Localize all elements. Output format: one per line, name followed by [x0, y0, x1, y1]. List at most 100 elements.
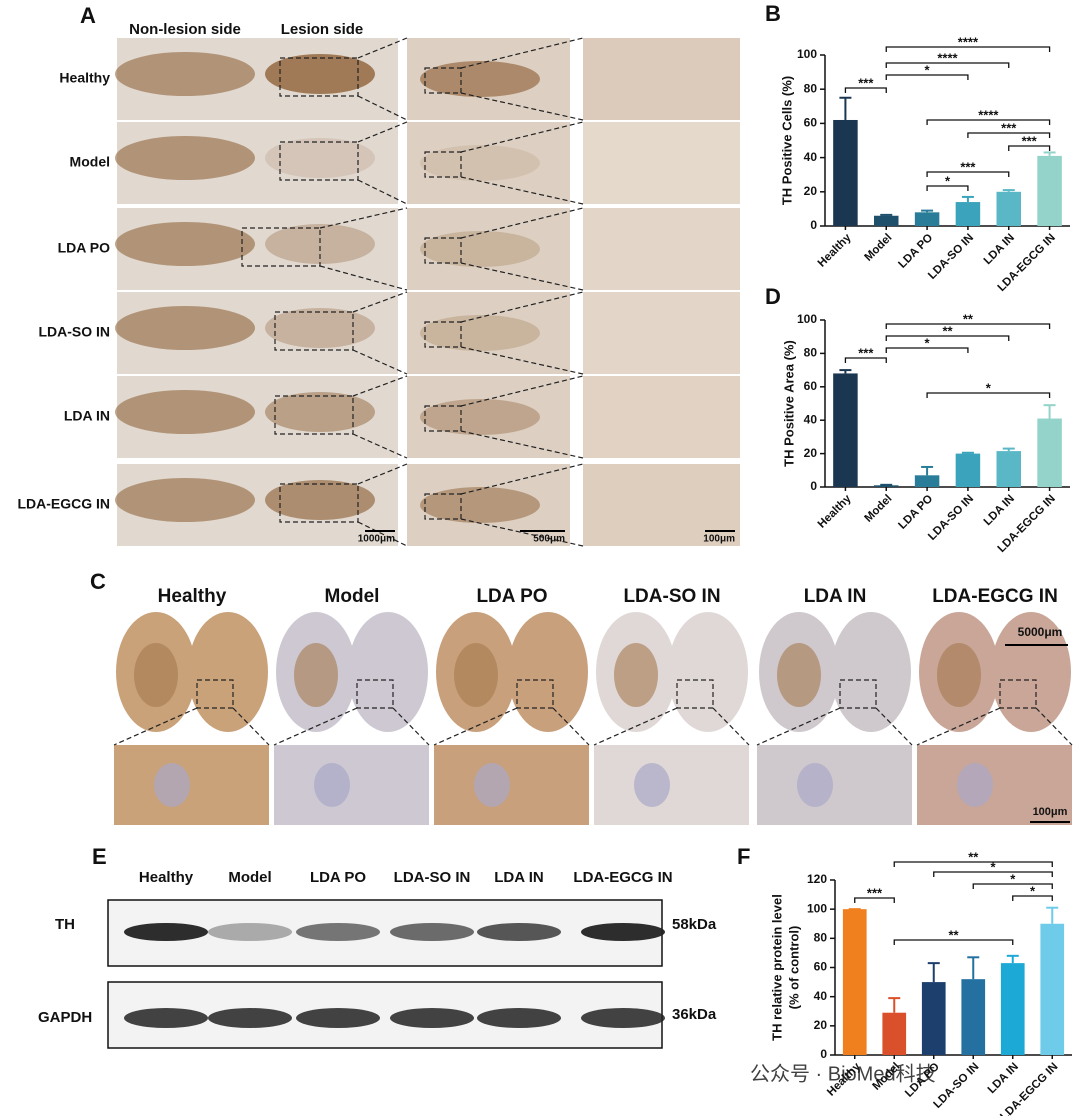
- row-label: LDA-EGCG IN: [17, 496, 110, 512]
- significance-bracket: [885, 323, 1051, 329]
- striatum: [294, 643, 338, 707]
- scale-label: 5000μm: [1018, 625, 1063, 639]
- band: [581, 1008, 665, 1028]
- band: [296, 1008, 380, 1028]
- zoom-line: [756, 707, 841, 746]
- stain: [265, 392, 375, 432]
- band: [477, 1008, 561, 1028]
- y-tick-label: 40: [804, 150, 818, 164]
- stain: [115, 390, 255, 434]
- stain: [265, 224, 375, 264]
- y-tick-label: 80: [804, 346, 818, 360]
- zoom-line: [352, 433, 408, 459]
- y-axis-label: TH Positive Cells (%): [779, 76, 794, 205]
- zoom-line: [460, 207, 584, 239]
- zoom-line: [357, 179, 408, 205]
- y-tick-label: 60: [814, 960, 828, 974]
- micrograph: [114, 745, 269, 825]
- stain: [115, 222, 255, 266]
- zoom-line: [357, 95, 408, 121]
- zoom-box: [424, 237, 462, 264]
- stain: [265, 54, 375, 94]
- x-tick-label: LDA IN: [982, 232, 1017, 267]
- micrograph: [274, 745, 429, 825]
- micrograph: [407, 376, 570, 458]
- zoom-line: [352, 291, 408, 313]
- brain-section: [348, 612, 428, 732]
- bar: [833, 373, 858, 487]
- zoom-line: [433, 707, 518, 746]
- significance-bracket: [854, 897, 895, 903]
- row-label: LDA IN: [64, 408, 110, 424]
- striatum: [134, 643, 178, 707]
- zoom-line: [319, 265, 408, 291]
- zoom-box: [241, 227, 321, 267]
- bar: [914, 212, 940, 226]
- stain: [265, 480, 375, 520]
- structure: [314, 763, 350, 807]
- row-label: TH: [55, 916, 75, 933]
- significance-label: ****: [937, 50, 958, 65]
- size-label: 36kDa: [672, 1006, 717, 1023]
- micrograph: [434, 745, 589, 825]
- bar: [921, 982, 946, 1055]
- brain-section: [668, 612, 748, 732]
- y-tick-label: 80: [804, 81, 818, 95]
- row-label: Model: [70, 154, 110, 170]
- zoom-line: [460, 346, 584, 375]
- stain: [115, 306, 255, 350]
- zoom-line: [357, 521, 408, 547]
- significance-bracket: [1008, 145, 1051, 151]
- significance-label: ***: [1001, 120, 1017, 135]
- panel-letter: E: [92, 844, 107, 869]
- significance-bracket: [844, 87, 887, 93]
- significance-label: *: [990, 859, 996, 874]
- significance-bracket: [885, 46, 1051, 52]
- significance-bracket: [885, 347, 969, 353]
- significance-label: *: [1030, 883, 1036, 898]
- stain: [115, 52, 255, 96]
- band: [124, 923, 208, 941]
- band: [208, 1008, 292, 1028]
- significance-bracket: [844, 357, 887, 363]
- group-label: Healthy: [158, 586, 227, 607]
- structure: [957, 763, 993, 807]
- lane-label: Healthy: [139, 869, 194, 886]
- micrograph: [917, 745, 1072, 825]
- stain: [115, 136, 255, 180]
- y-tick-label: 120: [807, 872, 827, 886]
- brain-section: [508, 612, 588, 732]
- zoom-line: [916, 707, 1001, 746]
- micrograph: [583, 38, 740, 120]
- zoom-box: [516, 679, 554, 709]
- stain: [420, 315, 540, 351]
- zoom-line: [352, 375, 408, 397]
- group-label: LDA PO: [476, 586, 547, 607]
- significance-bracket: [885, 335, 1010, 341]
- y-tick-label: 60: [804, 116, 818, 130]
- band: [390, 923, 474, 941]
- y-tick-label: 0: [810, 479, 817, 493]
- significance-label: ***: [867, 885, 883, 900]
- significance-bracket: [926, 185, 969, 191]
- micrograph: [407, 464, 570, 546]
- significance-label: **: [942, 323, 953, 338]
- zoom-box: [424, 405, 462, 432]
- micrograph: [407, 122, 570, 204]
- y-tick-label: 0: [810, 218, 817, 232]
- bar: [914, 475, 940, 487]
- zoom-line: [460, 262, 584, 291]
- zoom-line: [232, 707, 270, 746]
- row-label: GAPDH: [38, 1009, 92, 1026]
- significance-label: *: [986, 380, 992, 395]
- micrograph: [583, 464, 740, 546]
- x-tick-label: Model: [863, 232, 895, 264]
- zoom-line: [460, 430, 584, 459]
- significance-label: *: [945, 173, 951, 188]
- band: [124, 1008, 208, 1028]
- zoom-box: [279, 483, 359, 523]
- significance-bracket: [893, 861, 1053, 867]
- x-tick-label: LDA PO: [896, 232, 935, 271]
- x-tick-label: Model: [863, 493, 895, 525]
- zoom-line: [460, 518, 584, 547]
